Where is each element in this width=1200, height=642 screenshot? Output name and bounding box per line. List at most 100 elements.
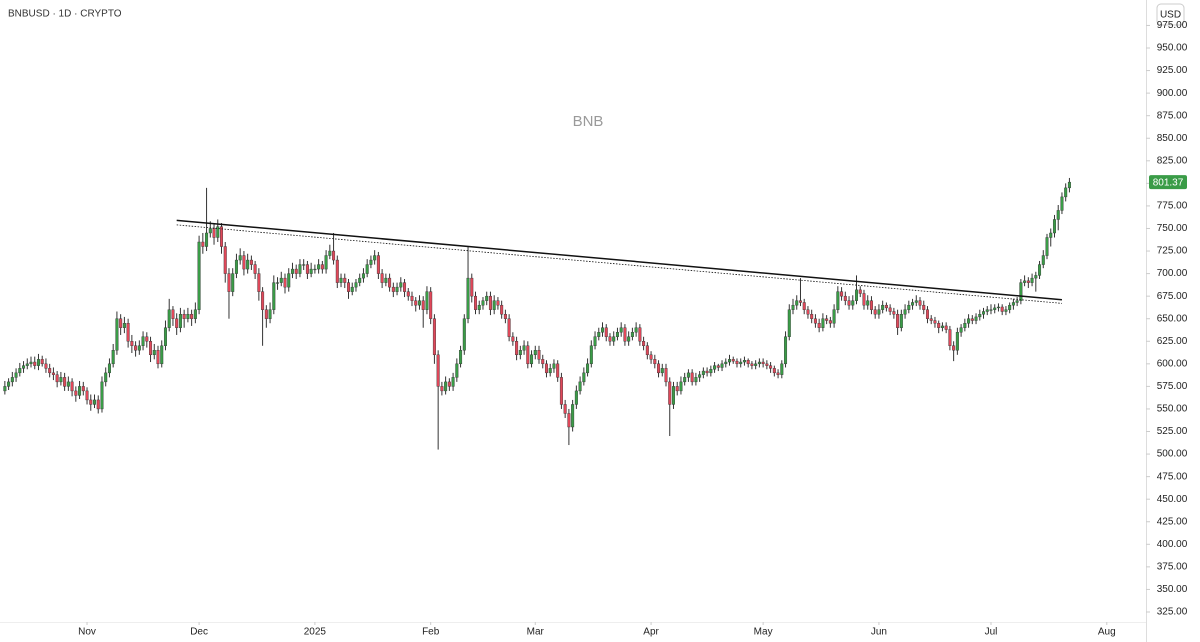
candle-body <box>220 226 224 247</box>
candle-body <box>731 359 735 362</box>
x-tick-label: May <box>754 627 773 638</box>
candle-body <box>51 372 55 375</box>
candle-body <box>197 241 201 310</box>
candle-body <box>182 314 186 319</box>
candle-body <box>929 318 933 321</box>
candle-body <box>115 318 119 351</box>
y-tick-label: 425.00 <box>1157 516 1188 527</box>
candle-body <box>515 341 519 356</box>
candle-body <box>122 323 126 328</box>
candle-body <box>1041 255 1045 265</box>
candle-body <box>686 372 690 378</box>
candle-body <box>167 309 171 328</box>
candle-body <box>541 359 545 365</box>
candle-body <box>500 304 504 315</box>
candle-body <box>130 341 134 346</box>
candle-body <box>511 336 515 342</box>
candle-body <box>216 226 220 238</box>
candle-body <box>272 282 276 310</box>
candle-body <box>615 332 619 337</box>
candle-body <box>78 386 82 396</box>
candle-body <box>1026 280 1030 283</box>
candle-body <box>276 282 280 284</box>
candle-body <box>784 336 788 365</box>
y-tick-label: 650.00 <box>1157 313 1188 324</box>
candle-body <box>391 286 395 292</box>
y-tick-label: 525.00 <box>1157 426 1188 437</box>
candle-body <box>354 282 358 288</box>
candle-body <box>601 327 605 333</box>
candle-body <box>343 277 347 283</box>
candle-body <box>1064 187 1068 198</box>
candle-body <box>836 291 840 310</box>
candle-body <box>645 345 649 356</box>
candle-body <box>119 318 123 328</box>
candle-body <box>238 255 242 261</box>
candle-body <box>152 350 156 356</box>
candle-body <box>93 399 97 405</box>
candle-body <box>974 316 978 321</box>
candle-body <box>1019 282 1023 301</box>
y-tick-label: 775.00 <box>1157 201 1188 212</box>
candle-body <box>1056 210 1060 220</box>
candle-body <box>940 325 944 328</box>
y-tick-label: 900.00 <box>1157 88 1188 99</box>
candle-body <box>761 361 765 365</box>
candle-body <box>630 332 634 337</box>
y-tick-label: 475.00 <box>1157 471 1188 482</box>
candle-body <box>757 361 761 365</box>
candle-body <box>305 264 309 274</box>
candle-body <box>851 300 855 306</box>
candle-body <box>604 327 608 337</box>
candle-body <box>544 363 548 374</box>
candle-body <box>365 264 369 274</box>
candle-body <box>403 282 407 292</box>
candle-body <box>634 327 638 333</box>
last-price-label: 801.37 <box>1153 177 1184 188</box>
candle-body <box>982 311 986 315</box>
candle-body <box>825 318 829 321</box>
candle-body <box>283 277 287 288</box>
last-price-tag <box>1149 175 1187 190</box>
candle-body <box>798 300 802 303</box>
candle-body <box>466 277 470 319</box>
candle-body <box>698 374 702 378</box>
candle-body <box>705 370 709 374</box>
candle-body <box>907 304 911 310</box>
candle-body <box>593 336 597 346</box>
candle-body <box>246 259 250 270</box>
x-tick-label: Nov <box>78 627 96 638</box>
candle-body <box>537 350 541 360</box>
candle-body <box>660 368 664 374</box>
candle-body <box>485 295 489 301</box>
candle-body <box>25 363 29 366</box>
candle-body <box>664 368 668 383</box>
y-tick-label: 825.00 <box>1157 155 1188 166</box>
candle-body <box>347 282 351 292</box>
y-tick-label: 325.00 <box>1157 607 1188 618</box>
candle-body <box>533 350 537 356</box>
candle-body <box>866 300 870 306</box>
currency-button[interactable] <box>1156 3 1185 26</box>
x-tick-label: Feb <box>422 627 440 638</box>
candle-body <box>496 300 500 306</box>
candle-body <box>100 381 104 410</box>
currency-label[interactable]: USD <box>1160 10 1181 21</box>
candle-body <box>903 309 907 315</box>
candle-body <box>264 309 268 319</box>
candle-body <box>369 259 373 265</box>
x-tick-label: Apr <box>643 627 659 638</box>
candle-body <box>1000 306 1004 312</box>
candle-body <box>952 345 956 351</box>
candle-body <box>388 277 392 288</box>
candle-body <box>679 381 683 392</box>
candle-body <box>922 304 926 310</box>
candle-body <box>668 381 672 405</box>
candle-body <box>417 300 421 306</box>
candle-body <box>996 306 1000 309</box>
candle-body <box>455 363 459 378</box>
candle-body <box>10 377 14 383</box>
symbol-title: BNBUSD · 1D · CRYPTO <box>8 9 122 20</box>
y-tick-label: 500.00 <box>1157 449 1188 460</box>
